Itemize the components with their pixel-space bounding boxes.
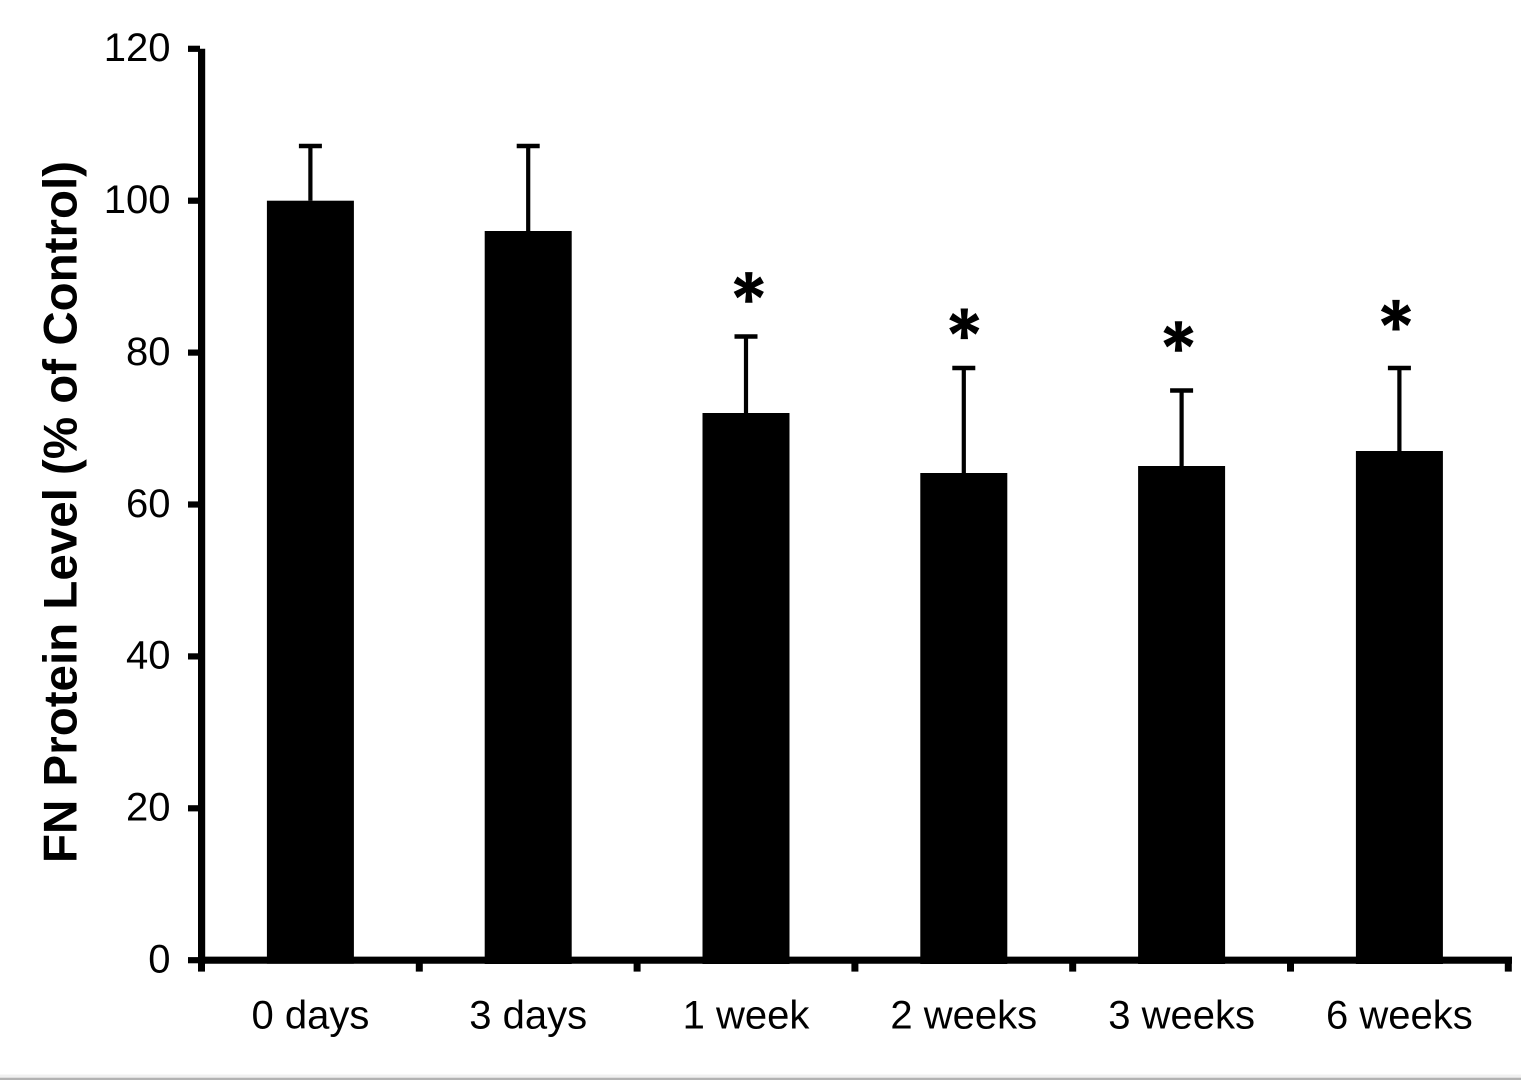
svg-text:100: 100: [104, 178, 171, 222]
svg-text:3 days: 3 days: [469, 994, 587, 1038]
svg-text:2 weeks: 2 weeks: [890, 994, 1037, 1038]
svg-text:20: 20: [126, 786, 171, 830]
svg-text:FN Protein Level (% of Control: FN Protein Level (% of Control): [35, 161, 88, 863]
svg-text:0: 0: [148, 938, 170, 982]
svg-text:40: 40: [126, 634, 171, 678]
svg-text:6 weeks: 6 weeks: [1326, 994, 1473, 1038]
svg-text:0 days: 0 days: [251, 994, 369, 1038]
svg-text:60: 60: [126, 482, 171, 526]
svg-text:120: 120: [104, 26, 171, 70]
svg-text:1 week: 1 week: [683, 994, 811, 1038]
svg-text:80: 80: [126, 330, 171, 374]
svg-text:3 weeks: 3 weeks: [1108, 994, 1255, 1038]
